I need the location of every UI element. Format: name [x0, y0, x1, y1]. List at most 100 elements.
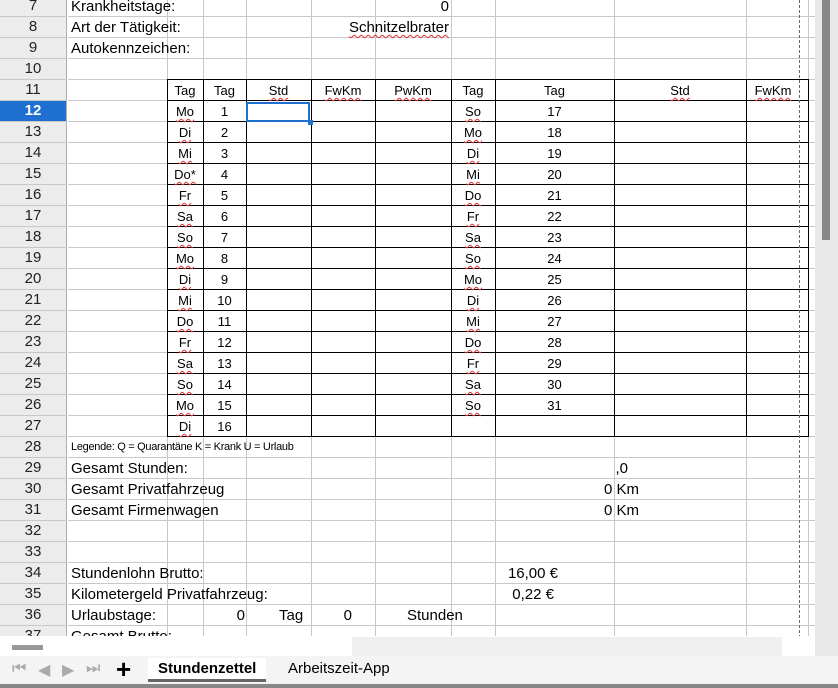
vertical-scrollbar[interactable]: [815, 0, 838, 660]
row-header[interactable]: 21: [0, 290, 67, 311]
table-border: [495, 80, 496, 437]
row-header[interactable]: 34: [0, 563, 67, 584]
table-border: [167, 205, 809, 206]
tab-arbeitszeit-app[interactable]: Arbeitszeit-App: [288, 660, 390, 677]
day-number: 10: [217, 293, 232, 308]
day-name: Di: [167, 269, 203, 290]
row-header[interactable]: 14: [0, 143, 67, 164]
row-header[interactable]: 32: [0, 521, 67, 542]
table-border: [311, 80, 312, 437]
spreadsheet-grid[interactable]: 7 8 9 10 11 12 13 14 15 16 17 18 19 20 21 22 23 24 25 26 27 2…: [0, 0, 815, 636]
prev-sheet-icon[interactable]: ◀: [38, 662, 51, 679]
day-name: So: [451, 101, 495, 122]
day-label: Do*: [174, 167, 196, 182]
urlaub-stunden-value: 0: [343, 607, 352, 624]
first-sheet-icon[interactable]: ⏮: [12, 660, 27, 677]
tab-stundenzettel[interactable]: Stundenzettel: [148, 658, 267, 682]
day-number: 6: [220, 209, 229, 224]
plus-icon[interactable]: +: [116, 654, 132, 684]
day-name: So: [167, 374, 203, 395]
row-header[interactable]: 11: [0, 80, 67, 101]
row-header[interactable]: 29: [0, 458, 67, 479]
table-border: [167, 163, 809, 164]
horizontal-scrollbar-thumb[interactable]: [12, 645, 43, 650]
last-sheet-icon[interactable]: ⏭: [86, 660, 101, 677]
day-name: Di: [167, 416, 203, 437]
gesamt-stunden-label: Gesamt Stunden:: [71, 460, 188, 477]
row-header[interactable]: 24: [0, 353, 67, 374]
sheet-tab-bar: [0, 656, 838, 688]
row-header[interactable]: 7: [0, 0, 67, 17]
day-number: 15: [217, 398, 232, 413]
grid-line: [68, 478, 815, 479]
day-label: Sa: [465, 377, 481, 392]
table-header-label: Tag: [462, 83, 484, 98]
gesamt-brutto-label: Gesamt Brutto:: [71, 626, 400, 636]
row-header[interactable]: 27: [0, 416, 67, 437]
row-header[interactable]: 15: [0, 164, 67, 185]
row-header[interactable]: 18: [0, 227, 67, 248]
row-header[interactable]: 25: [0, 374, 67, 395]
table-border: [167, 100, 809, 101]
autokennzeichen-label: Autokennzeichen:: [71, 40, 191, 57]
row-header[interactable]: 36: [0, 605, 67, 626]
table-border: [167, 415, 809, 416]
fill-handle[interactable]: [308, 120, 313, 125]
grid-line: [68, 541, 815, 542]
day-name: Di: [167, 122, 203, 143]
row-header[interactable]: 33: [0, 542, 67, 563]
day-label: Mi: [178, 293, 192, 308]
grid-line: [68, 16, 815, 17]
grid-line: [68, 562, 815, 563]
table-border: [167, 331, 809, 332]
day-label: Di: [178, 419, 192, 434]
row-header[interactable]: 9: [0, 38, 67, 59]
table-border: [167, 247, 809, 248]
day-number: 18: [547, 125, 562, 140]
row-header[interactable]: 16: [0, 185, 67, 206]
row-header[interactable]: 26: [0, 395, 67, 416]
row-header[interactable]: 10: [0, 59, 67, 80]
next-sheet-icon[interactable]: ▶: [62, 662, 75, 679]
table-border: [375, 80, 376, 437]
row-header[interactable]: 12: [0, 101, 67, 122]
table-border: [746, 80, 747, 437]
day-name: Mo: [167, 101, 203, 122]
row-header[interactable]: 37: [0, 626, 67, 636]
table-border: [167, 310, 809, 311]
table-header: Tag: [451, 80, 495, 101]
day-name: Mi: [167, 143, 203, 164]
row-header[interactable]: 35: [0, 584, 67, 605]
krankheitstage-value: 0: [440, 0, 449, 15]
day-number: 21: [547, 188, 562, 203]
horizontal-scrollbar[interactable]: [352, 637, 782, 657]
day-label: Mo: [175, 251, 195, 266]
day-name: Do: [451, 185, 495, 206]
day-label: Mo: [463, 272, 483, 287]
row-header[interactable]: 23: [0, 332, 67, 353]
day-label: Do: [464, 188, 482, 203]
table-border: [167, 184, 809, 185]
day-name: Mi: [451, 311, 495, 332]
table-border: [167, 79, 809, 80]
day-name: Mi: [451, 164, 495, 185]
table-border: [167, 436, 809, 437]
day-label: Mi: [466, 314, 480, 329]
row-header[interactable]: 20: [0, 269, 67, 290]
table-header: FwKm: [311, 80, 375, 101]
table-header-label: Std: [268, 83, 289, 98]
row-header[interactable]: 8: [0, 17, 67, 38]
row-header[interactable]: 30: [0, 479, 67, 500]
row-header[interactable]: 22: [0, 311, 67, 332]
row-header[interactable]: 13: [0, 122, 67, 143]
cell-cursor[interactable]: [246, 102, 310, 122]
table-header-label: FwKm: [324, 83, 362, 98]
row-header[interactable]: 17: [0, 206, 67, 227]
day-name: So: [167, 227, 203, 248]
vertical-scrollbar-thumb[interactable]: [822, 0, 830, 240]
row-header[interactable]: 19: [0, 248, 67, 269]
row-header[interactable]: 31: [0, 500, 67, 521]
day-number: 8: [220, 251, 229, 266]
grid-line: [68, 583, 815, 584]
row-header[interactable]: 28: [0, 437, 67, 458]
